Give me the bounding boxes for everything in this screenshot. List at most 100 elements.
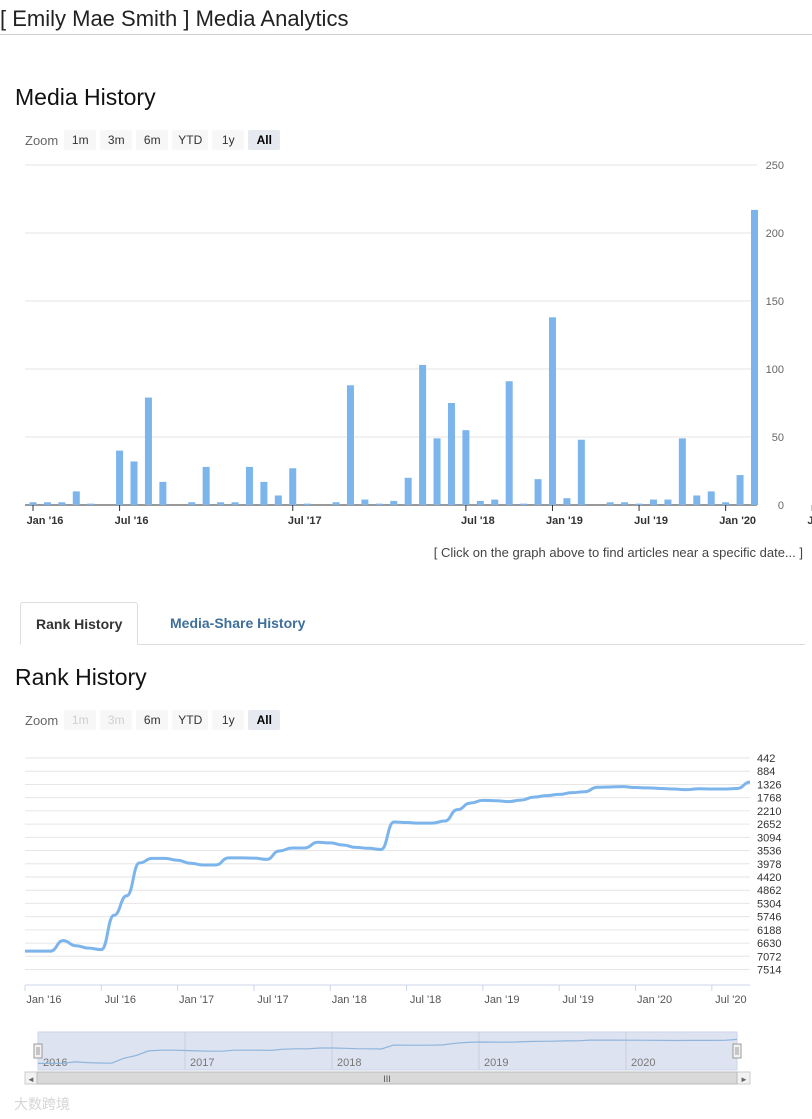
zoom-3m-button[interactable]: 3m [100,130,133,150]
bar [274,495,282,505]
rank-zoom-bar: Zoom 1m 3m 6m YTD 1y All [25,709,284,731]
bar [462,430,470,505]
zoom-ytd-button[interactable]: YTD [172,710,209,730]
scrollbar-thumb[interactable] [36,1071,738,1085]
bar [678,438,686,505]
zoom-1m-button[interactable]: 1m [64,130,97,150]
tab-rank-history[interactable]: Rank History [20,602,139,645]
zoom-1y-button[interactable]: 1y [212,710,245,730]
bar [43,502,51,505]
x-tick-label: Jul '17 [257,994,288,1006]
bar [29,502,37,505]
y-tick-label: 3978 [757,859,781,871]
x-tick-label: Jul '18 [410,994,441,1006]
bar [202,466,210,505]
y-tick-label: 0 [778,500,784,512]
scroll-left-arrow-icon[interactable]: ◄ [27,1075,35,1084]
tab-media-share-history[interactable]: Media-Share History [170,615,306,631]
bar [447,403,455,505]
navigator-year-label: 2018 [337,1057,361,1069]
y-tick-label: 150 [766,296,784,308]
bar [664,499,672,505]
y-tick-label: 200 [766,228,784,240]
bar [548,317,556,505]
chart-hint: [ Click on the graph above to find artic… [433,545,803,560]
y-tick-label: 7072 [757,951,781,963]
navigator-line [38,1038,738,1064]
bar [563,498,571,505]
zoom-3m-button: 3m [100,710,133,730]
x-tick-label: Jul '16 [115,515,149,527]
bar [260,481,268,505]
bar [491,499,499,505]
navigator-right-handle[interactable] [732,1043,742,1059]
navigator-left-handle[interactable] [33,1043,43,1059]
bar [116,450,124,505]
y-tick-label: 250 [766,160,784,172]
bar [649,499,657,505]
rank-line [25,780,751,953]
zoom-1y-button[interactable]: 1y [212,130,245,150]
bar [72,491,80,505]
bar [577,439,585,505]
bar [476,500,484,505]
media-zoom-bar: Zoom 1m 3m 6m YTD 1y All [25,129,284,151]
x-tick-label: Jul '20 [807,515,812,527]
handle-body [732,1043,742,1059]
bar [534,479,542,505]
bar [188,502,196,505]
bar [159,481,167,505]
x-tick-label: Jan '18 [332,994,367,1006]
y-tick-label: 6188 [757,925,781,937]
y-tick-label: 1326 [757,779,781,791]
x-tick-label: Jul '17 [288,515,322,527]
history-tabs: Rank History Media-Share History [20,602,805,645]
handle-body [33,1043,43,1059]
x-tick-label: Jan '16 [27,515,64,527]
navigator-year-label: 2017 [190,1057,214,1069]
scroll-right-arrow-icon[interactable]: ► [740,1075,748,1084]
y-tick-label: 3536 [757,846,781,858]
y-tick-label: 1768 [757,793,781,805]
zoom-all-button[interactable]: All [248,130,281,150]
zoom-6m-button[interactable]: 6m [136,130,169,150]
bar [419,364,427,505]
bar [303,503,311,505]
page-title: [ Emily Mae Smith ] Media Analytics [0,6,349,31]
bar [130,461,138,505]
y-tick-label: 2210 [757,806,781,818]
title-divider [0,34,812,35]
media-history-chart[interactable]: 0 50 100 150 200 250 Jan '16 Jul '16 Jul '17 Jul … [0,150,812,540]
navigator-year-label: 2019 [484,1057,508,1069]
bar [751,209,758,505]
bar [505,381,513,505]
bar [693,495,701,505]
bar [606,502,614,505]
bar [87,503,95,505]
bar [58,502,66,505]
bar [332,502,340,505]
x-tick-label: Jul '19 [634,515,668,527]
bar [217,502,225,505]
rank-history-title: Rank History [15,664,147,690]
bar [722,502,730,505]
navigator-year-label: 2020 [631,1057,655,1069]
zoom-ytd-button[interactable]: YTD [172,130,209,150]
zoom-6m-button[interactable]: 6m [136,710,169,730]
zoom-label: Zoom [25,712,59,728]
bar [635,503,643,505]
y-tick-label: 5746 [757,912,781,924]
zoom-all-button[interactable]: All [248,710,281,730]
bar [520,503,528,505]
y-tick-label: 2652 [757,819,781,831]
y-tick-label: 4420 [757,872,781,884]
bar [375,503,383,505]
navigator-selection [37,1031,738,1071]
x-tick-label: Jul '19 [562,994,593,1006]
bar [144,397,152,505]
y-tick-label: 50 [772,432,784,444]
x-tick-label: Jan '20 [719,515,756,527]
media-history-title: Media History [15,84,156,110]
